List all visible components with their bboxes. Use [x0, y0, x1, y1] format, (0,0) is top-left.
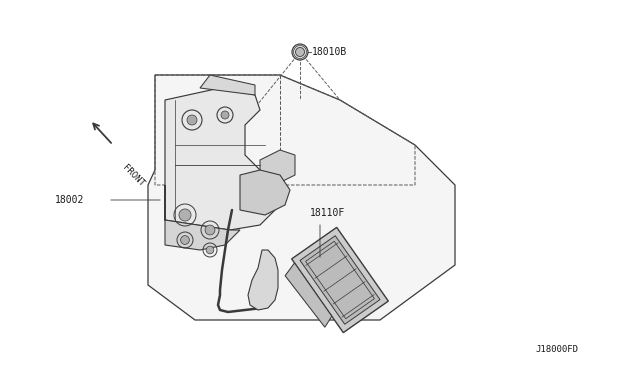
Circle shape — [221, 111, 229, 119]
Polygon shape — [292, 227, 388, 333]
Text: FRONT: FRONT — [121, 163, 147, 188]
Text: 18110F: 18110F — [310, 208, 345, 218]
Polygon shape — [300, 236, 380, 324]
Polygon shape — [240, 170, 290, 215]
Polygon shape — [285, 263, 332, 327]
Polygon shape — [248, 250, 278, 310]
Polygon shape — [148, 75, 455, 320]
Polygon shape — [200, 75, 255, 95]
Polygon shape — [165, 88, 280, 230]
Text: 18002: 18002 — [55, 195, 84, 205]
Circle shape — [179, 209, 191, 221]
Circle shape — [206, 246, 214, 254]
Polygon shape — [165, 185, 240, 250]
Circle shape — [180, 235, 189, 244]
Text: J18000FD: J18000FD — [535, 346, 578, 355]
Circle shape — [292, 44, 308, 60]
Polygon shape — [260, 150, 295, 185]
Circle shape — [296, 48, 305, 57]
Text: 18010B: 18010B — [312, 47, 348, 57]
Circle shape — [205, 225, 215, 235]
Circle shape — [187, 115, 197, 125]
